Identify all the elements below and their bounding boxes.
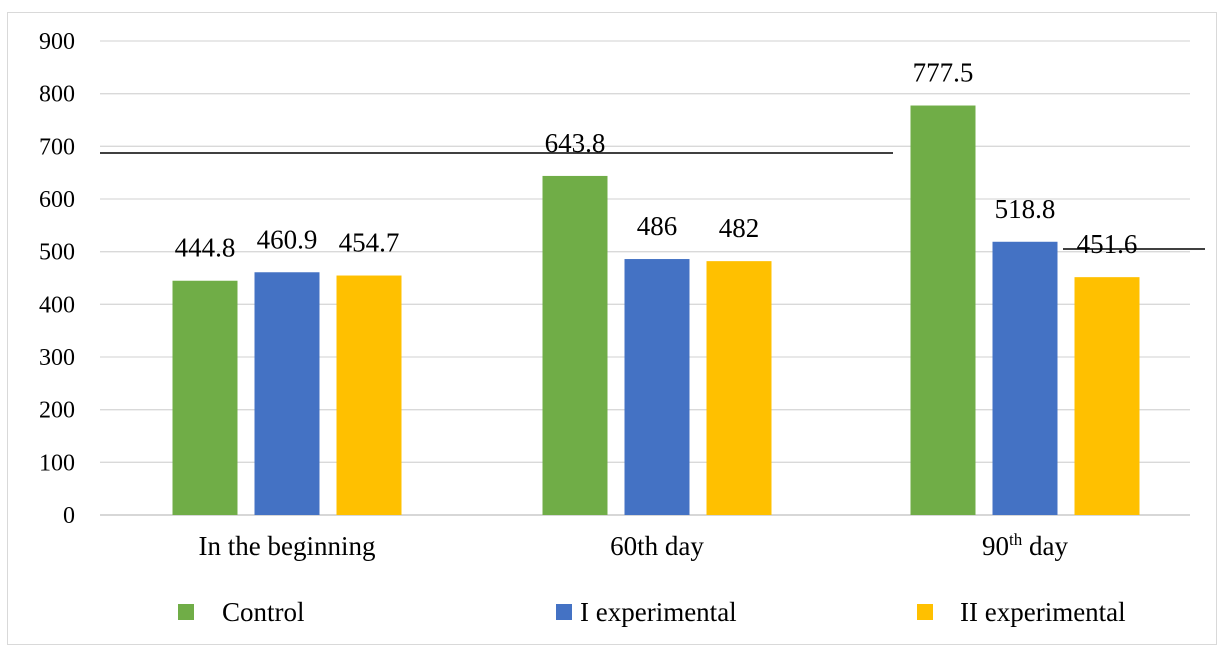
y-tick-label: 100 — [39, 450, 75, 476]
y-tick-label: 500 — [39, 240, 75, 266]
y-tick-label: 700 — [39, 134, 75, 160]
y-tick-label: 300 — [39, 345, 75, 371]
category-label: 90th day — [982, 530, 1068, 561]
bar — [336, 275, 402, 515]
data-label: 777.5 — [913, 58, 974, 88]
bar — [542, 175, 608, 515]
legend-label: Control — [222, 597, 305, 627]
legend-swatch — [917, 604, 933, 620]
y-tick-label: 900 — [39, 29, 75, 55]
data-label: 451.6 — [1077, 229, 1138, 259]
y-tick-label: 200 — [39, 398, 75, 424]
y-tick-label: 600 — [39, 187, 75, 213]
chart-frame — [7, 12, 1217, 645]
bar — [624, 259, 690, 515]
bar — [706, 261, 772, 515]
data-label: 486 — [637, 211, 678, 241]
y-tick-label: 400 — [39, 292, 75, 318]
bar — [254, 272, 320, 515]
bar — [992, 241, 1058, 516]
legend-label: I experimental — [580, 597, 737, 627]
legend-swatch — [556, 604, 572, 620]
category-label: 60th day — [610, 531, 704, 561]
data-label: 444.8 — [175, 233, 236, 263]
legend-swatch — [178, 604, 194, 620]
data-label: 460.9 — [257, 224, 318, 254]
bar — [910, 105, 976, 516]
data-label: 454.7 — [339, 228, 400, 258]
y-tick-label: 800 — [39, 82, 75, 108]
bar — [172, 280, 238, 515]
legend-label: II experimental — [960, 597, 1126, 627]
bar — [1074, 277, 1140, 515]
category-label: In the beginning — [199, 531, 376, 561]
y-tick-label: 0 — [63, 503, 75, 529]
data-label: 518.8 — [995, 194, 1056, 224]
data-label: 482 — [719, 213, 760, 243]
